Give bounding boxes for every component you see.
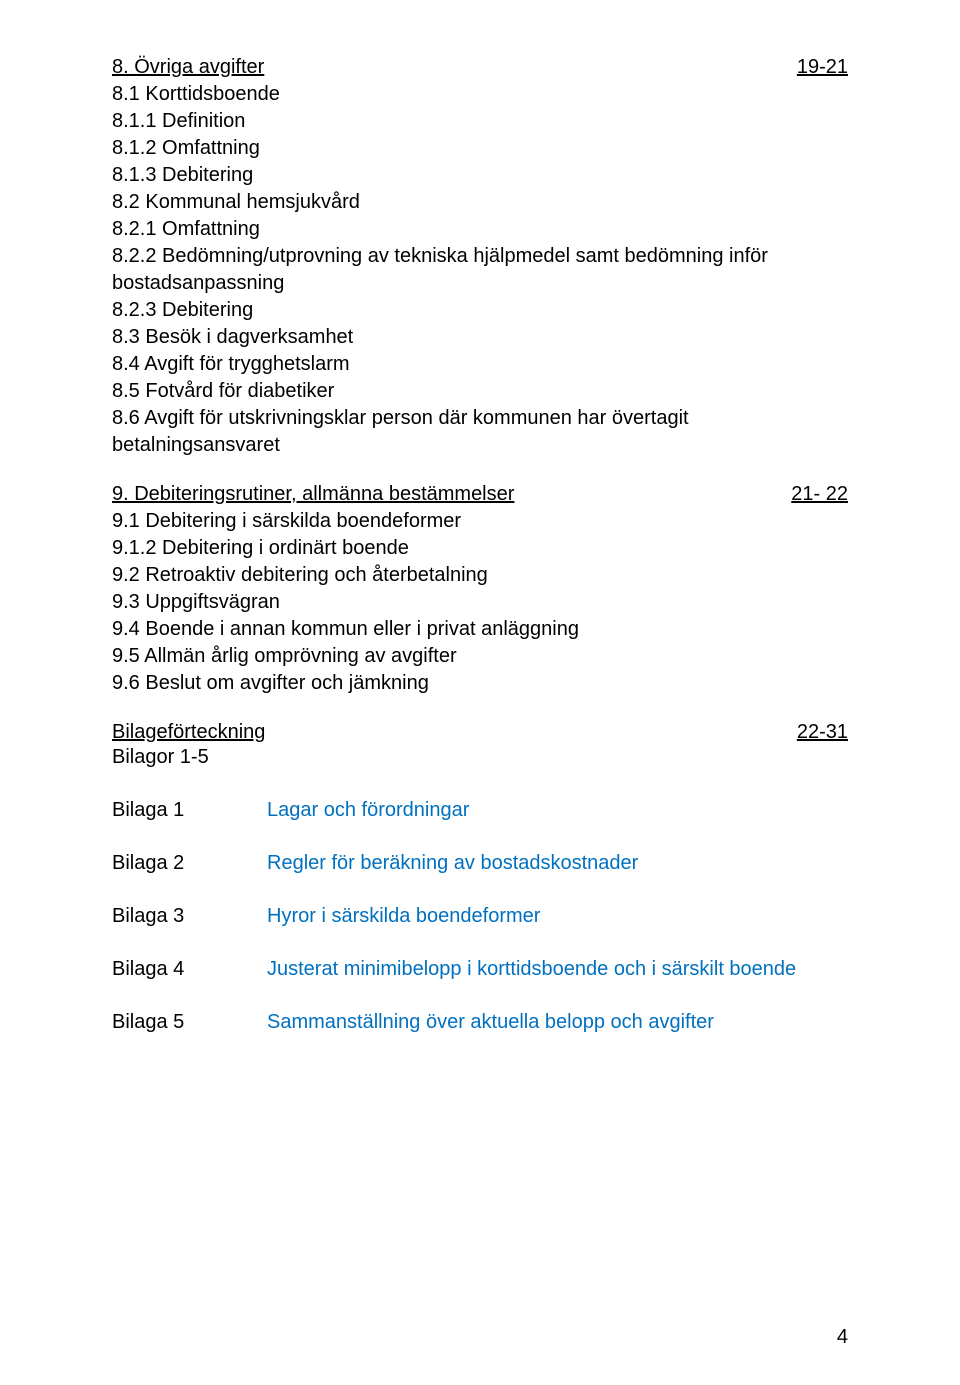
bilaga-label: Bilaga 1 — [112, 799, 267, 822]
toc-item: 8.1 Korttidsboende — [112, 81, 848, 108]
section-title: 9. Debiteringsrutiner, allmänna bestämme… — [112, 483, 514, 506]
section-pages: 19-21 — [797, 56, 848, 79]
appendix-subtitle: Bilagor 1-5 — [112, 746, 848, 769]
appendix-title: Bilageförteckning — [112, 721, 265, 744]
appendix-heading: Bilageförteckning 22-31 — [112, 721, 848, 744]
appendix-pages: 22-31 — [797, 721, 848, 744]
toc-item: 8.6 Avgift för utskrivningsklar person d… — [112, 405, 848, 459]
section-heading-9: 9. Debiteringsrutiner, allmänna bestämme… — [112, 483, 848, 506]
document-page: 8. Övriga avgifter 19-21 8.1 Korttidsboe… — [0, 0, 960, 1385]
toc-item: 8.2.2 Bedömning/utprovning av tekniska h… — [112, 243, 848, 297]
bilaga-desc: Lagar och förordningar — [267, 799, 469, 822]
toc-item: 9.2 Retroaktiv debitering och återbetaln… — [112, 562, 848, 589]
toc-item: 8.1.1 Definition — [112, 108, 848, 135]
page-number: 4 — [837, 1326, 848, 1349]
bilaga-desc: Justerat minimibelopp i korttidsboende o… — [267, 958, 796, 981]
bilaga-row: Bilaga 2 Regler för beräkning av bostads… — [112, 852, 848, 875]
section-heading-8: 8. Övriga avgifter 19-21 — [112, 56, 848, 79]
toc-item: 9.6 Beslut om avgifter och jämkning — [112, 670, 848, 697]
toc-item: 8.2.1 Omfattning — [112, 216, 848, 243]
toc-item: 8.3 Besök i dagverksamhet — [112, 324, 848, 351]
bilaga-label: Bilaga 4 — [112, 958, 267, 981]
toc-item: 9.4 Boende i annan kommun eller i privat… — [112, 616, 848, 643]
toc-item: 9.1.2 Debitering i ordinärt boende — [112, 535, 848, 562]
section-pages: 21- 22 — [791, 483, 848, 506]
bilaga-label: Bilaga 5 — [112, 1011, 267, 1034]
bilaga-desc: Hyror i särskilda boendeformer — [267, 905, 540, 928]
bilaga-row: Bilaga 1 Lagar och förordningar — [112, 799, 848, 822]
bilaga-row: Bilaga 5 Sammanställning över aktuella b… — [112, 1011, 848, 1034]
bilaga-desc: Regler för beräkning av bostadskostnader — [267, 852, 638, 875]
toc-item: 8.4 Avgift för trygghetslarm — [112, 351, 848, 378]
bilaga-label: Bilaga 3 — [112, 905, 267, 928]
bilaga-desc: Sammanställning över aktuella belopp och… — [267, 1011, 714, 1034]
bilaga-row: Bilaga 4 Justerat minimibelopp i korttid… — [112, 958, 848, 981]
toc-item: 8.2 Kommunal hemsjukvård — [112, 189, 848, 216]
section-title: 8. Övriga avgifter — [112, 56, 264, 79]
toc-item: 8.1.3 Debitering — [112, 162, 848, 189]
toc-item: 8.1.2 Omfattning — [112, 135, 848, 162]
bilaga-label: Bilaga 2 — [112, 852, 267, 875]
toc-item: 8.2.3 Debitering — [112, 297, 848, 324]
bilaga-row: Bilaga 3 Hyror i särskilda boendeformer — [112, 905, 848, 928]
toc-item: 9.3 Uppgiftsvägran — [112, 589, 848, 616]
toc-item: 8.5 Fotvård för diabetiker — [112, 378, 848, 405]
toc-item: 9.5 Allmän årlig omprövning av avgifter — [112, 643, 848, 670]
toc-item: 9.1 Debitering i särskilda boendeformer — [112, 508, 848, 535]
